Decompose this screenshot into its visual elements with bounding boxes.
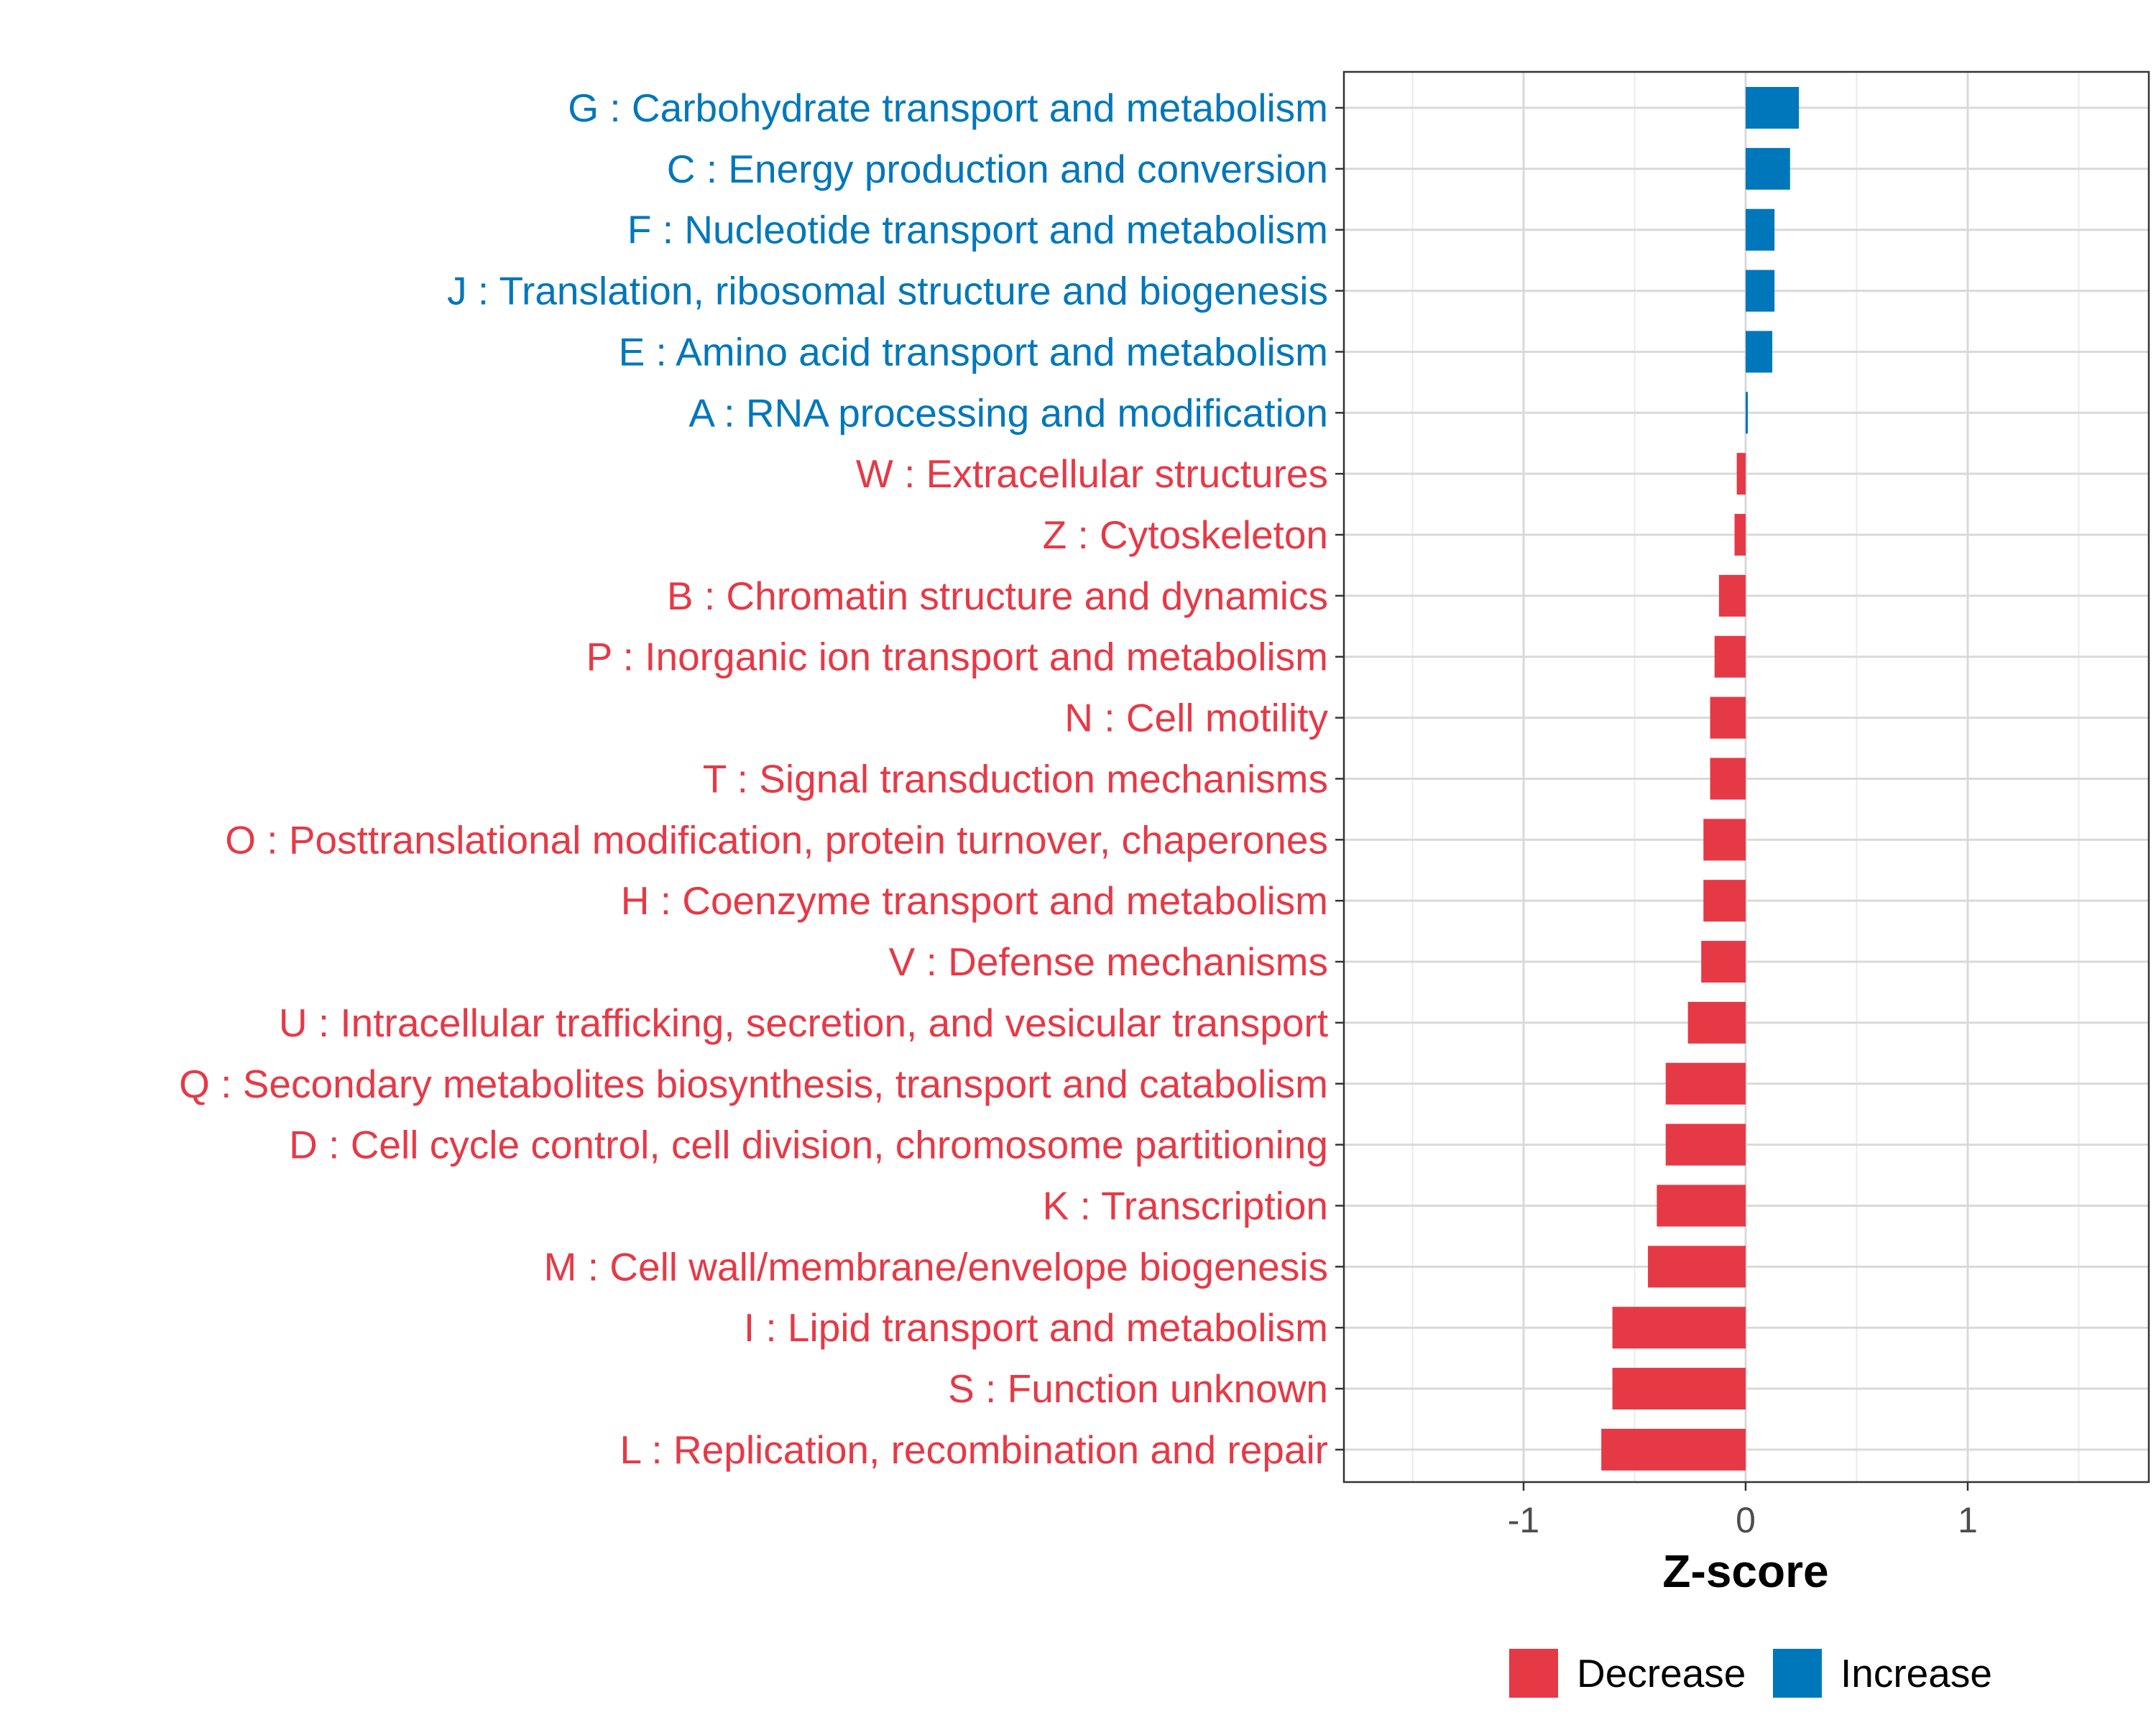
category-label: I : Lipid transport and metabolism <box>744 1305 1328 1350</box>
bar <box>1648 1246 1746 1288</box>
legend-label: Decrease <box>1577 1651 1746 1696</box>
category-label: W : Extracellular structures <box>856 451 1328 496</box>
bar <box>1714 635 1746 678</box>
legend: Decrease Increase <box>1509 1649 1992 1698</box>
legend-swatch <box>1773 1649 1822 1698</box>
category-label: V : Defense mechanisms <box>889 939 1328 984</box>
category-label: O : Posttranslational modification, prot… <box>225 817 1328 862</box>
bar <box>1601 1428 1746 1471</box>
category-label: D : Cell cycle control, cell division, c… <box>289 1123 1328 1167</box>
bar <box>1710 696 1746 739</box>
x-axis-title: Z-score <box>1662 1545 1828 1597</box>
bar <box>1746 208 1775 251</box>
category-label: K : Transcription <box>1043 1183 1328 1228</box>
bar <box>1657 1184 1746 1227</box>
bar <box>1687 1001 1746 1044</box>
x-tick-label: 1 <box>1958 1500 1978 1540</box>
bar <box>1665 1062 1746 1105</box>
bar <box>1734 514 1746 556</box>
legend-label: Increase <box>1841 1651 1992 1696</box>
category-label: L : Replication, recombination and repai… <box>620 1427 1328 1472</box>
bars <box>1601 87 1800 1471</box>
bar <box>1746 331 1773 373</box>
bar <box>1701 941 1746 983</box>
category-label: E : Amino acid transport and metabolism <box>619 329 1328 374</box>
category-label: P : Inorganic ion transport and metaboli… <box>586 635 1328 679</box>
category-label: G : Carbohydrate transport and metabolis… <box>568 86 1328 130</box>
bar <box>1746 270 1775 312</box>
category-label: Q : Secondary metabolites biosynthesis, … <box>179 1062 1328 1106</box>
category-label: Z : Cytoskeleton <box>1043 512 1328 557</box>
bar <box>1703 819 1746 861</box>
category-label: C : Energy production and conversion <box>667 147 1328 191</box>
bar <box>1612 1307 1746 1349</box>
x-axis: -1 0 1 <box>1508 1482 1978 1540</box>
category-label: U : Intracellular trafficking, secretion… <box>279 1000 1328 1045</box>
x-tick-label: 0 <box>1736 1500 1756 1540</box>
category-label: M : Cell wall/membrane/envelope biogenes… <box>544 1244 1328 1289</box>
category-label: H : Coenzyme transport and metabolism <box>621 878 1328 923</box>
bar <box>1746 392 1749 434</box>
bar <box>1710 758 1746 800</box>
category-label: A : RNA processing and modification <box>688 390 1328 435</box>
category-label: F : Nucleotide transport and metabolism <box>627 208 1328 252</box>
category-label: J : Translation, ribosomal structure and… <box>447 269 1328 313</box>
legend-swatch <box>1509 1649 1558 1698</box>
bar <box>1718 574 1746 617</box>
category-label: S : Function unknown <box>948 1366 1328 1411</box>
bar <box>1703 880 1746 922</box>
bar <box>1746 87 1800 129</box>
category-label: B : Chromatin structure and dynamics <box>667 574 1328 618</box>
category-label: N : Cell motility <box>1064 696 1328 740</box>
bar <box>1665 1123 1746 1166</box>
y-axis: G : Carbohydrate transport and metabolis… <box>179 86 1344 1472</box>
x-tick-label: -1 <box>1508 1500 1539 1540</box>
bar <box>1612 1368 1746 1410</box>
category-label: T : Signal transduction mechanisms <box>703 756 1328 801</box>
bar <box>1736 453 1746 495</box>
bar <box>1746 147 1790 190</box>
